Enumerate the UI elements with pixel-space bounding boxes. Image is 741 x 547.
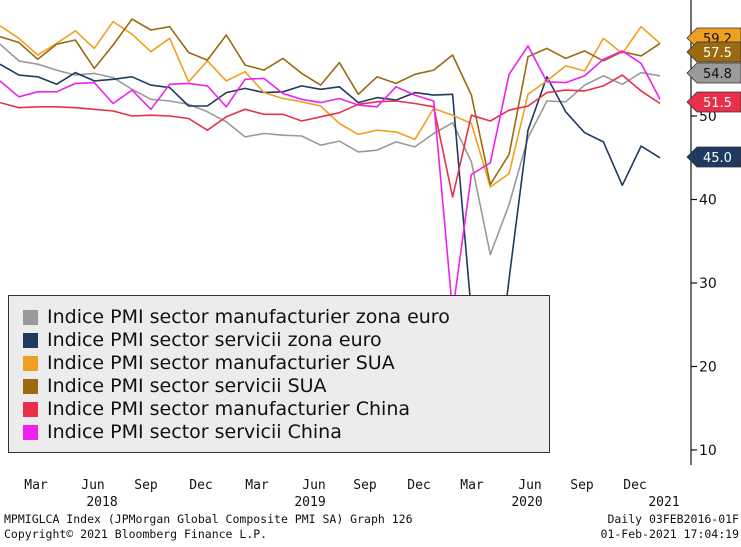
legend-swatch (23, 355, 38, 371)
x-tick-label: Jun (302, 478, 325, 493)
y-tick-label: 30 (699, 276, 717, 292)
legend-label: Indice PMI sector servicii SUA (47, 375, 327, 397)
y-tick-label: 50 (699, 109, 717, 125)
last-value-tags: 59.257.554.851.545.0 (686, 27, 741, 168)
value-tag-label: 45.0 (703, 151, 732, 166)
legend-swatch (23, 424, 38, 440)
value-tag-box (686, 91, 741, 113)
legend-item-us-manufacturing: Indice PMI sector manufacturier SUA (23, 352, 395, 374)
footer-ticker-text: MPMIGLCA Index (JPMorgan Global Composit… (4, 512, 413, 526)
legend-swatch (23, 401, 38, 417)
series-line-0 (0, 43, 661, 256)
value-tag: 54.8 (686, 62, 741, 84)
x-year-label: 2021 (648, 495, 679, 510)
x-tick-label: Mar (460, 478, 484, 493)
legend-item-eu-services: Indice PMI sector servicii zona euro (23, 329, 382, 351)
x-tick-label: Dec (189, 478, 212, 493)
legend-item-us-services: Indice PMI sector servicii SUA (23, 375, 327, 397)
value-tag: 45.0 (686, 146, 741, 168)
value-tag-label: 57.5 (703, 46, 732, 61)
x-year-label: 2019 (294, 495, 325, 510)
series-line-3 (0, 18, 661, 186)
x-tick-label: Jun (81, 478, 104, 493)
chart-legend: Indice PMI sector manufacturier zona eur… (8, 295, 550, 453)
y-tick-label: 20 (699, 360, 717, 376)
legend-label: Indice PMI sector manufacturier SUA (47, 352, 395, 374)
value-tag-box (686, 146, 741, 168)
y-axis-ticks: 10 20 30 40 50 (691, 109, 717, 459)
x-tick-label: Jun (518, 478, 541, 493)
footer-date-range: Daily 03FEB2016-01F (607, 512, 739, 526)
series-line-5 (0, 45, 661, 314)
x-tick-label: Sep (134, 478, 158, 493)
x-tick-label: Dec (407, 478, 430, 493)
legend-swatch (23, 332, 38, 348)
x-tick-label: Sep (353, 478, 377, 493)
legend-label: Indice PMI sector manufacturier zona eur… (47, 306, 450, 328)
legend-item-eu-manufacturing: Indice PMI sector manufacturier zona eur… (23, 306, 450, 328)
legend-item-china-services: Indice PMI sector servicii China (23, 421, 342, 443)
legend-swatch (23, 309, 38, 325)
legend-label: Indice PMI sector servicii zona euro (47, 329, 382, 351)
value-tag-label: 51.5 (703, 96, 732, 111)
x-tick-label: Mar (245, 478, 269, 493)
legend-swatch (23, 378, 38, 394)
x-tick-label: Mar (24, 478, 48, 493)
footer-copyright: Copyright© 2021 Bloomberg Finance L.P. (4, 527, 268, 541)
x-axis-ticks: Mar Jun Sep Dec Mar Jun Sep Dec Mar Jun Sep Dec 2018… (24, 478, 679, 510)
x-year-label: 2020 (511, 495, 542, 510)
x-year-label: 2018 (86, 495, 117, 510)
value-tag-box (686, 41, 741, 63)
y-tick-label: 10 (699, 443, 717, 459)
chart-footer: MPMIGLCA Index (JPMorgan Global Composit… (4, 512, 739, 546)
legend-label: Indice PMI sector manufacturier China (47, 398, 411, 420)
value-tag-label: 54.8 (703, 67, 732, 82)
value-tag: 51.5 (686, 91, 741, 113)
footer-timestamp: 01-Feb-2021 17:04:19 (600, 527, 739, 541)
value-tag: 57.5 (686, 41, 741, 63)
x-tick-label: Dec (623, 478, 646, 493)
series-lines-group (0, 18, 661, 435)
legend-item-china-manufacturing: Indice PMI sector manufacturier China (23, 398, 410, 420)
value-tag-box (686, 62, 741, 84)
series-line-4 (0, 74, 661, 198)
x-tick-label: Sep (570, 478, 594, 493)
y-tick-label: 40 (699, 193, 717, 209)
legend-label: Indice PMI sector servicii China (47, 421, 342, 443)
